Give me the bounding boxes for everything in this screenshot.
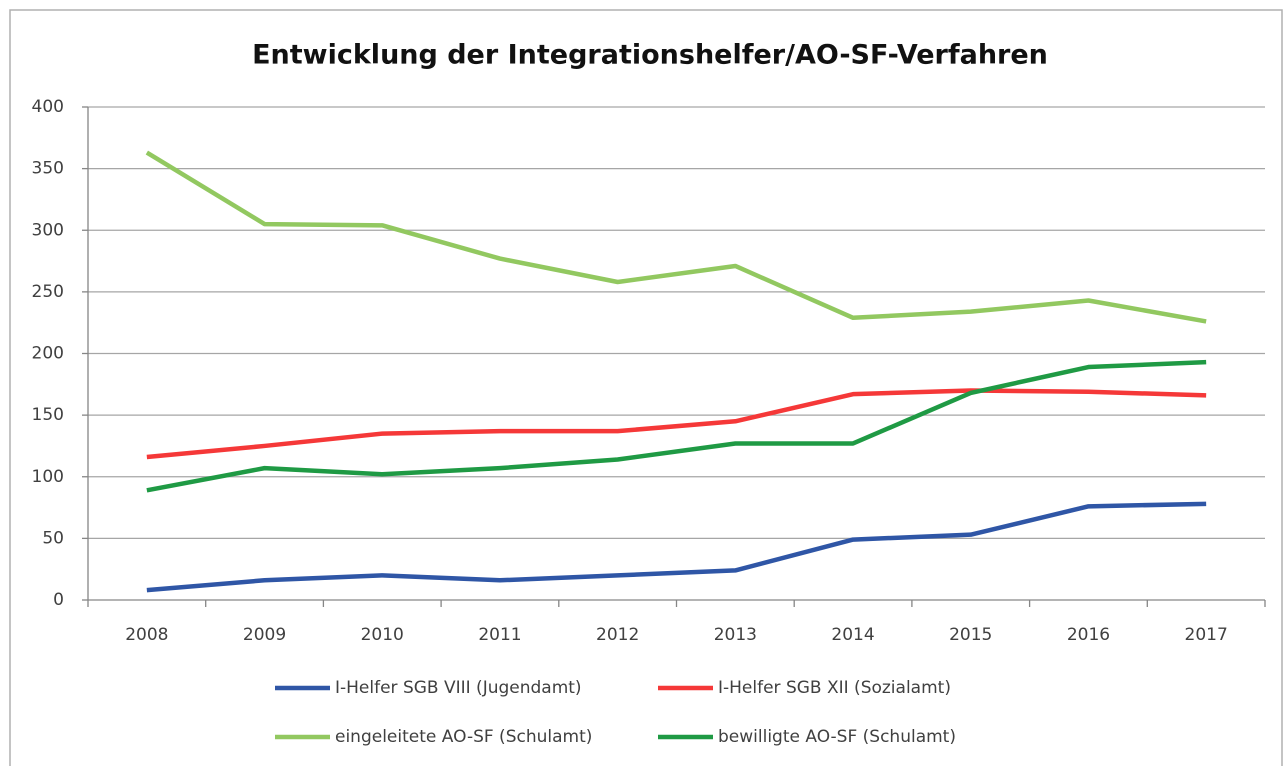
y-tick-label: 50 — [42, 528, 64, 548]
x-tick-label: 2010 — [361, 625, 404, 645]
y-tick-label: 0 — [53, 590, 64, 610]
series-line — [146, 501, 1207, 593]
x-tick-label: 2016 — [1067, 625, 1110, 645]
series-line — [145, 150, 1207, 324]
y-tick-label: 200 — [32, 344, 64, 364]
x-tick-label: 2015 — [949, 625, 992, 645]
y-tick-label: 400 — [32, 97, 64, 117]
legend-label: I-Helfer SGB VIII (Jugendamt) — [335, 678, 582, 698]
x-tick-label: 2008 — [125, 625, 168, 645]
x-tick-label: 2014 — [831, 625, 874, 645]
x-tick-label: 2011 — [478, 625, 521, 645]
x-tick-label: 2013 — [714, 625, 757, 645]
legend-label: I-Helfer SGB XII (Sozialamt) — [718, 678, 951, 698]
y-tick-label: 300 — [32, 220, 64, 240]
y-tick-label: 100 — [32, 467, 64, 487]
x-tick-label: 2017 — [1185, 625, 1228, 645]
series-line — [146, 359, 1207, 493]
y-tick-label: 150 — [32, 405, 64, 425]
x-tick-label: 2009 — [243, 625, 286, 645]
y-tick-label: 250 — [32, 282, 64, 302]
series-line — [146, 388, 1207, 460]
legend-label: eingeleitete AO-SF (Schulamt) — [335, 727, 592, 747]
y-tick-label: 350 — [32, 159, 64, 179]
legend-label: bewilligte AO-SF (Schulamt) — [718, 727, 956, 747]
chart-title: Entwicklung der Integrationshelfer/AO-SF… — [252, 40, 1048, 71]
x-tick-label: 2012 — [596, 625, 639, 645]
chart-border — [9, 9, 1283, 766]
